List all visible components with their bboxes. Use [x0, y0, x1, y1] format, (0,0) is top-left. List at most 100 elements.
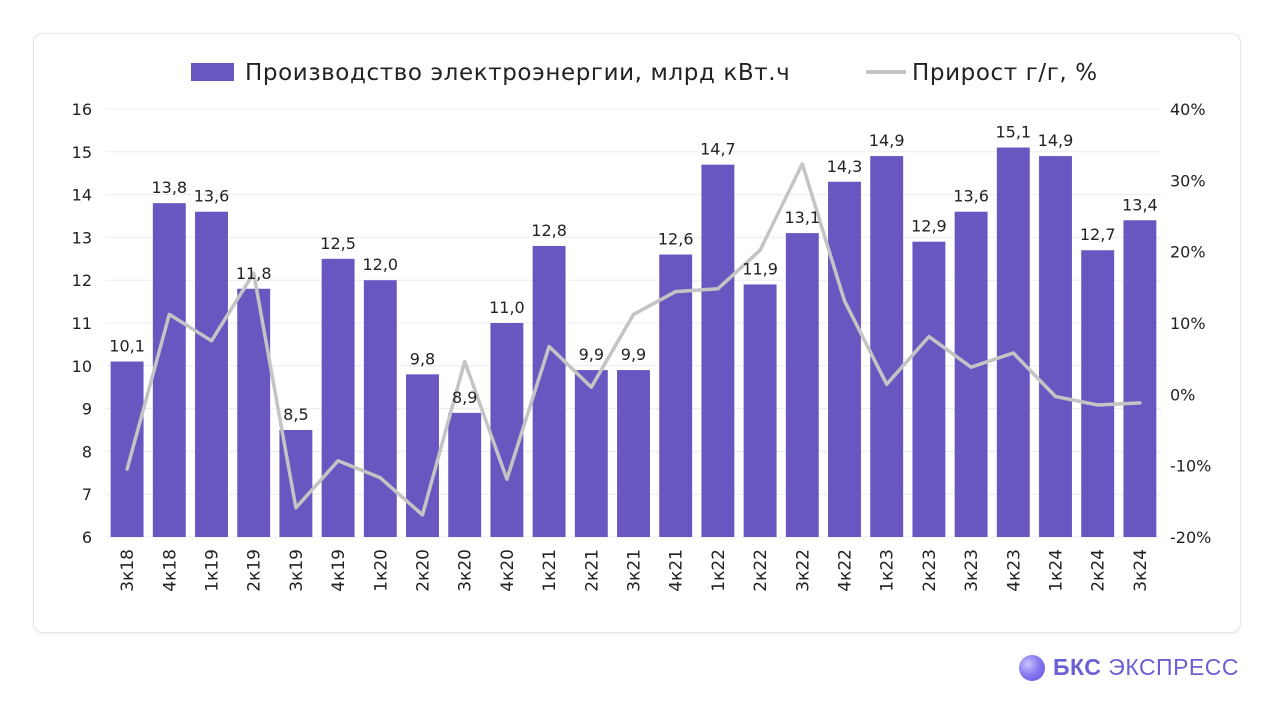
bar [321, 258, 355, 537]
bar-value-label: 8,9 [452, 388, 477, 407]
bar [617, 370, 650, 537]
y-left-tick-label: 8 [82, 442, 92, 461]
x-tick-label: 2к20 [414, 549, 434, 592]
y-left-tick-label: 9 [82, 400, 92, 419]
y-right-tick-label: -10% [1170, 457, 1211, 476]
y-left-tick-label: 14 [72, 186, 92, 205]
bar [532, 245, 566, 537]
bar [110, 361, 144, 537]
x-tick-label: 3к20 [456, 549, 476, 592]
bar-value-label: 11,0 [489, 298, 525, 317]
bar [237, 288, 271, 537]
x-tick-label: 1к19 [203, 549, 223, 592]
bar-value-label: 9,8 [410, 349, 435, 368]
bar-value-label: 14,3 [827, 157, 863, 176]
y-right-tick-label: 0% [1170, 385, 1195, 404]
bar-value-label: 12,6 [658, 230, 694, 249]
x-tick-label: 2к24 [1089, 549, 1109, 592]
x-tick-label: 2к23 [920, 549, 940, 592]
brand-icon [1019, 654, 1045, 681]
bar-value-label: 13,6 [953, 187, 989, 206]
bar-value-label: 12,8 [531, 221, 567, 240]
y-right-tick-label: 30% [1170, 171, 1206, 190]
y-right-tick-label: -20% [1170, 528, 1211, 547]
bar-value-label: 9,9 [621, 345, 646, 364]
bar [1123, 220, 1157, 537]
x-tick-label: 1к23 [878, 549, 898, 592]
bar [195, 211, 228, 537]
bar [152, 203, 186, 537]
bar [1039, 156, 1072, 537]
bar [828, 181, 861, 537]
y-right-tick-label: 40% [1170, 100, 1206, 119]
y-left-tick-label: 12 [72, 271, 92, 290]
bar-value-label: 9,9 [579, 345, 604, 364]
bar [870, 156, 904, 537]
bar [490, 323, 524, 537]
y-left-tick-label: 7 [82, 485, 92, 504]
bar-value-label: 11,8 [236, 264, 272, 283]
x-tick-label: 4к19 [329, 549, 349, 592]
y-right-tick-label: 10% [1170, 314, 1206, 333]
x-tick-label: 4к22 [836, 549, 856, 592]
bar [448, 412, 482, 537]
bar-value-label: 15,1 [995, 123, 1031, 142]
y-left-tick-label: 6 [82, 528, 92, 547]
y-left-tick-label: 13 [72, 228, 92, 247]
x-tick-label: 1к20 [371, 549, 391, 592]
x-tick-label: 3к22 [793, 549, 813, 592]
x-tick-label: 4к20 [498, 549, 518, 592]
legend-swatch-bar [191, 63, 234, 81]
y-left-tick-label: 10 [72, 357, 92, 376]
bar-value-label: 13,4 [1122, 195, 1158, 214]
bar-value-label: 12,7 [1080, 225, 1116, 244]
chart-card: 10,1 13,8 13,6 11,8 8,5 12,5 12,0 9,8 8,9 11,0 12,… [33, 33, 1241, 633]
bar-value-label: 10,1 [109, 337, 145, 356]
bar [363, 280, 397, 537]
x-tick-label: 4к21 [667, 549, 687, 592]
growth-line-path [125, 162, 1142, 517]
bar-value-label: 12,9 [911, 217, 947, 236]
bar [743, 284, 777, 537]
bar-labels: 10,1 13,8 13,6 11,8 8,5 12,5 12,0 9,8 8,9 11,0 12,… [109, 123, 1157, 424]
y-left-tick-label: 15 [72, 143, 92, 162]
x-tick-label: 3к24 [1131, 549, 1151, 592]
bar [912, 241, 946, 537]
bar [954, 211, 988, 537]
bar-value-label: 13,1 [784, 208, 820, 227]
bar-value-label: 8,5 [283, 405, 308, 424]
y-axis-left: 6 7 8 9 10 11 12 13 14 15 16 [72, 100, 92, 547]
x-axis: 3к18 4к18 1к19 2к19 3к19 4к19 1к20 2к20 3к20 4к20… [118, 549, 1151, 592]
bar [574, 370, 608, 537]
bar [701, 164, 735, 537]
x-tick-label: 2к22 [751, 549, 771, 592]
bar-value-label: 13,6 [194, 187, 230, 206]
bar-value-label: 14,9 [1038, 131, 1074, 150]
x-tick-label: 3к23 [962, 549, 982, 592]
chart-svg: 10,1 13,8 13,6 11,8 8,5 12,5 12,0 9,8 8,9 11,0 12,… [72, 60, 1212, 592]
x-tick-label: 2к19 [245, 549, 265, 592]
bar-value-label: 11,9 [742, 259, 778, 278]
bar [1081, 250, 1115, 538]
legend: Производство электроэнергии, млрд кВт.ч … [191, 60, 1098, 86]
x-tick-label: 4к23 [1004, 549, 1024, 592]
brand-logo: БКС ЭКСПРЕСС [1019, 654, 1239, 681]
x-tick-label: 2к21 [582, 549, 602, 592]
bar-value-label: 14,7 [700, 140, 736, 159]
bar-value-label: 12,0 [362, 255, 398, 274]
y-left-tick-label: 11 [72, 314, 92, 333]
y-left-tick-label: 16 [72, 100, 92, 119]
legend-label-line: Прирост г/г, % [912, 60, 1098, 86]
x-tick-label: 3к19 [287, 549, 307, 592]
bar-value-label: 13,8 [151, 178, 187, 197]
x-tick-label: 1к22 [709, 549, 729, 592]
x-tick-label: 4к18 [160, 549, 180, 592]
x-tick-label: 3к18 [118, 549, 138, 592]
bars [110, 147, 1157, 538]
bar-value-label: 14,9 [869, 131, 905, 150]
bar [659, 254, 693, 537]
brand-bold: БКС [1053, 654, 1102, 680]
brand-rest: ЭКСПРЕСС [1108, 654, 1239, 680]
y-right-tick-label: 20% [1170, 243, 1206, 262]
x-tick-label: 1к24 [1047, 549, 1067, 592]
